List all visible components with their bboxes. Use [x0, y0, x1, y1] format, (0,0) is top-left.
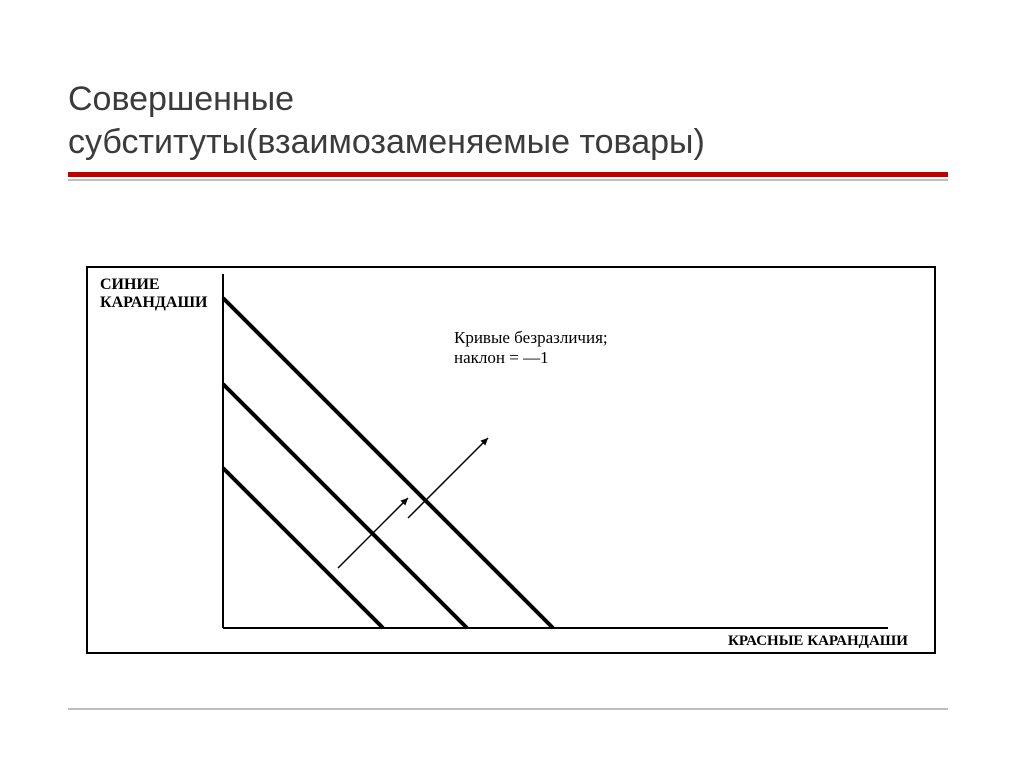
- y-axis-label: СИНИЕ КАРАНДАШИ: [100, 276, 207, 313]
- slide-title: Совершенные субституты(взаимозаменяемые …: [68, 78, 948, 163]
- title-line-1: Совершенные: [68, 80, 294, 118]
- indifference-chart: [88, 268, 938, 656]
- chart-container: СИНИЕ КАРАНДАШИ КРАСНЫЕ КАРАНДАШИ Кривые…: [86, 266, 936, 654]
- chart-annotation: Кривые безразличия; наклон = —1: [454, 328, 608, 369]
- title-underline-gray: [68, 179, 948, 181]
- footer-divider: [68, 708, 948, 710]
- title-underline-red: [68, 172, 948, 177]
- slide: Совершенные субституты(взаимозаменяемые …: [0, 0, 1024, 768]
- x-axis-label: КРАСНЫЕ КАРАНДАШИ: [728, 633, 908, 650]
- title-line-2: субституты(взаимозаменяемые товары): [68, 123, 705, 161]
